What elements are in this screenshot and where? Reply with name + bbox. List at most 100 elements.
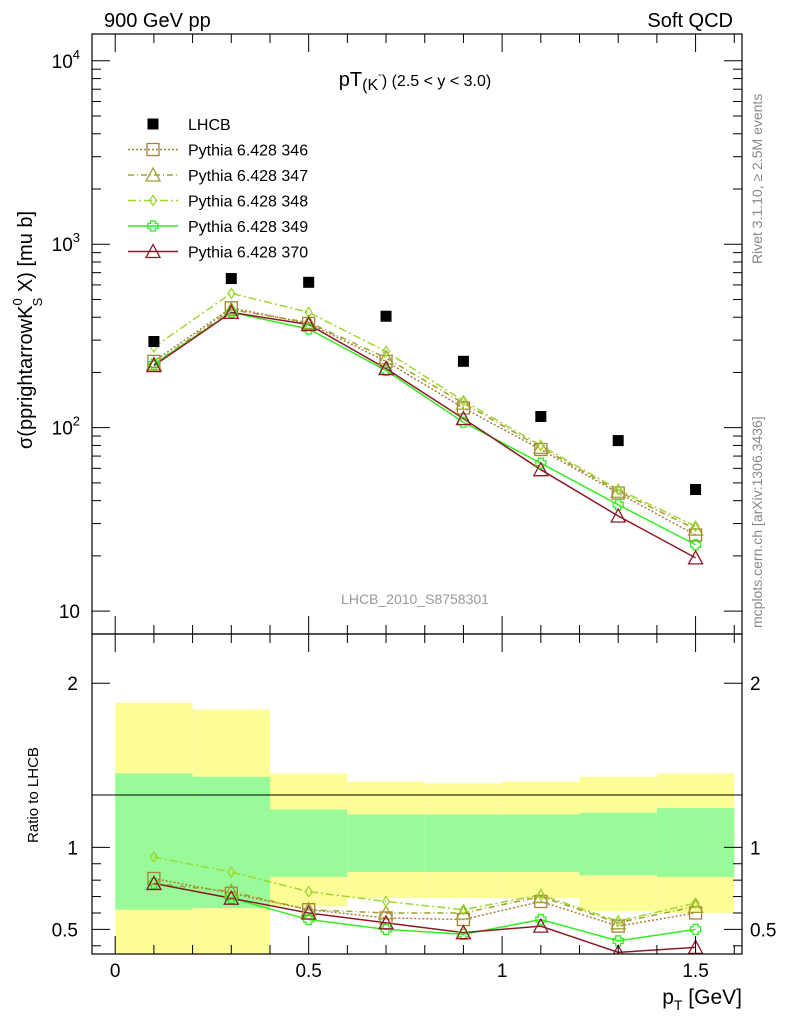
series-point (687, 520, 704, 536)
y-tick-label: 104 (52, 47, 80, 73)
ratio-point (455, 904, 472, 920)
series-point (532, 439, 549, 455)
legend-label: LHCB (188, 117, 231, 134)
stat-uncertainty-band (424, 814, 503, 872)
series-point (226, 287, 236, 300)
legend-marker (148, 194, 158, 207)
x-tick-label: 0 (110, 961, 121, 982)
mcplots-label: mcplots.cern.ch [arXiv:1306.3436] (749, 416, 765, 628)
ratio-series-lines (153, 856, 696, 954)
lhcb-data-point (535, 411, 547, 423)
ratio-y-tick-label-right: 1 (750, 838, 761, 859)
ratio-y-axis-label: Ratio to LHCB (25, 747, 42, 843)
ratio-point (532, 917, 549, 933)
xlabel-rest: [GeV] (682, 986, 742, 1009)
ratio-point (223, 883, 240, 899)
plot-title-sub: (K (362, 77, 378, 94)
ratio-point (536, 888, 546, 902)
series-point (380, 364, 392, 377)
stat-uncertainty-band (269, 809, 348, 877)
series-point (455, 394, 472, 410)
series-line-1 (153, 308, 696, 530)
series-point (145, 355, 162, 371)
series-point (689, 539, 702, 551)
ylabel-sub: S (30, 297, 45, 306)
series-point (223, 304, 240, 320)
series-point (613, 483, 623, 496)
lhcb-data-point (303, 276, 315, 288)
plot-title-sup: - (378, 69, 382, 81)
ratio-point (610, 914, 627, 930)
ratio-line-2 (153, 856, 696, 922)
ratio-point (300, 904, 317, 920)
xlabel-main: p (662, 986, 674, 1009)
legend-label: Pythia 6.428 349 (188, 219, 308, 236)
ratio-point (459, 903, 468, 916)
lhcb-data-point (148, 335, 160, 347)
ratio-series-markers (145, 851, 704, 954)
ratio-line-4 (153, 882, 696, 954)
ratio-line-1 (153, 882, 696, 924)
ratio-point (613, 915, 623, 928)
series-point (459, 394, 468, 407)
xlabel-sub: T (674, 997, 683, 1013)
ratio-point (612, 935, 624, 947)
lhcb-data-point (690, 484, 702, 496)
series-point (300, 313, 317, 330)
y-tick-label: 103 (52, 230, 80, 256)
ylabel-sup: 0 (10, 298, 25, 305)
ratio-point (224, 886, 238, 900)
legend-label: Pythia 6.428 346 (188, 143, 308, 160)
series-point (300, 316, 317, 332)
ratio-y-tick-label-left: 0.5 (52, 920, 78, 941)
ratio-line-0 (153, 877, 696, 927)
series-point (536, 439, 546, 452)
plot-title-main: pT (339, 69, 362, 91)
ratio-point (147, 871, 161, 886)
series-point (610, 507, 627, 523)
plot-title: pT(K-) (2.5 < y < 3.0) (339, 69, 491, 94)
ratio-frame (91, 633, 743, 955)
main-y-axis-label: σ(pprightarrowK0 S X) [mu b] (10, 211, 45, 449)
ratio-y-tick-label-right: 2 (750, 674, 761, 695)
stat-uncertainty-band (192, 776, 270, 909)
y-tick-label: 10 (59, 602, 80, 623)
legend-label: Pythia 6.428 370 (188, 245, 308, 262)
legend: LHCB Pythia 6.428 346 Pythia 6.428 347 Pyth… (128, 117, 308, 262)
series-point (687, 549, 704, 565)
stat-uncertainty-band (579, 812, 657, 876)
rivet-version-label: Rivet 3.1.10, ≥ 2.5M events (749, 94, 765, 264)
x-axis-label: pT [GeV] (662, 986, 742, 1013)
series-point (612, 499, 624, 511)
main-series-lines (153, 292, 696, 559)
header-left: 900 GeV pp (104, 10, 211, 32)
series-point (610, 482, 627, 498)
legend-marker (144, 166, 162, 182)
analysis-label: LHCB_2010_S8758301 (341, 591, 489, 607)
series-point (148, 358, 160, 370)
series-point (223, 301, 240, 317)
lhcb-data-point (225, 273, 237, 285)
lhcb-data-point (457, 355, 469, 367)
series-point (377, 349, 395, 365)
legend-marker (144, 243, 162, 259)
series-point (691, 520, 700, 533)
ratio-uncertainty-bands (115, 702, 735, 954)
x-tick-label: 1.5 (682, 961, 708, 982)
series-point (377, 360, 395, 376)
header-right: Soft QCD (647, 10, 733, 32)
ratio-point (377, 904, 395, 920)
ratio-point (226, 865, 236, 879)
stat-uncertainty-band (115, 773, 193, 910)
ylabel-rest: X) [mu b] (15, 211, 37, 298)
series-point (532, 461, 549, 477)
series-point (455, 410, 472, 426)
series-point (611, 486, 625, 500)
series-point (534, 442, 548, 457)
ratio-point (149, 851, 159, 864)
main-series-markers (145, 287, 704, 565)
series-line-4 (153, 311, 696, 559)
ratio-y-tick-label-left: 1 (67, 838, 78, 859)
ratio-point (145, 875, 162, 891)
ratio-line-3 (153, 882, 696, 942)
